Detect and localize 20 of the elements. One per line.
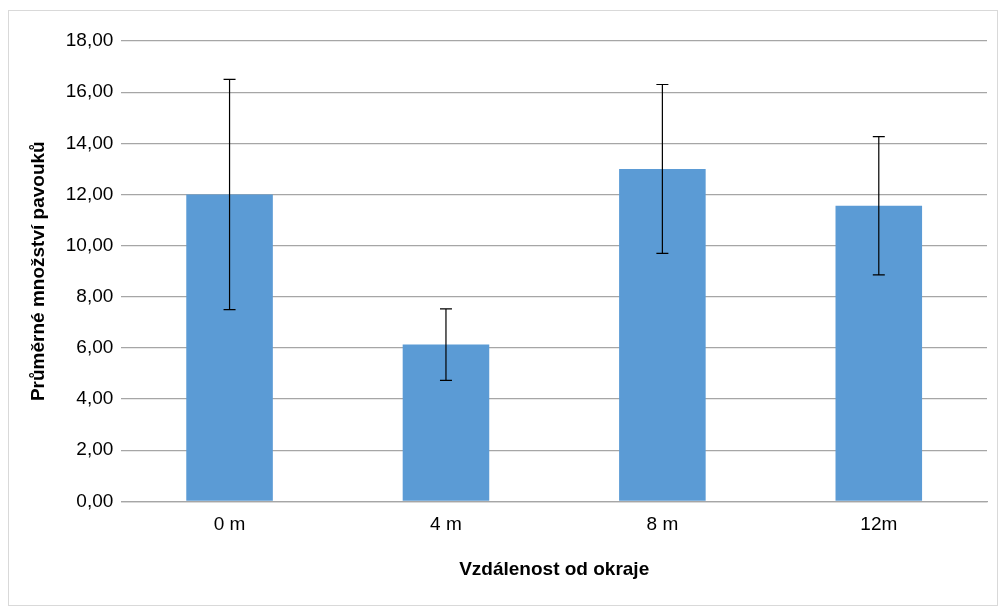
bar [186, 194, 273, 501]
x-axis-title: Vzdálenost od okraje [459, 557, 650, 579]
bar [835, 205, 923, 501]
y-axis-title: Průměrné množství pavouků [26, 141, 48, 402]
y-tick-label: 14,00 [65, 131, 114, 153]
x-tick-label: 0 m [213, 513, 246, 535]
y-tick-label: 8,00 [76, 285, 114, 307]
y-tick-label: 16,00 [65, 80, 114, 102]
bar [619, 168, 706, 501]
x-tick-label: 8 m [646, 513, 679, 535]
y-tick-label: 4,00 [76, 387, 114, 409]
bar [402, 344, 490, 501]
y-tick-label: 6,00 [76, 336, 114, 358]
y-tick-label: 12,00 [65, 182, 114, 204]
y-tick-label: 18,00 [65, 29, 114, 51]
y-tick-label: 2,00 [76, 438, 114, 460]
y-tick-label: 10,00 [65, 233, 114, 255]
x-tick-label: 4 m [430, 513, 462, 535]
x-tick-label: 12m [860, 513, 898, 535]
y-tick-label: 0,00 [76, 489, 114, 511]
